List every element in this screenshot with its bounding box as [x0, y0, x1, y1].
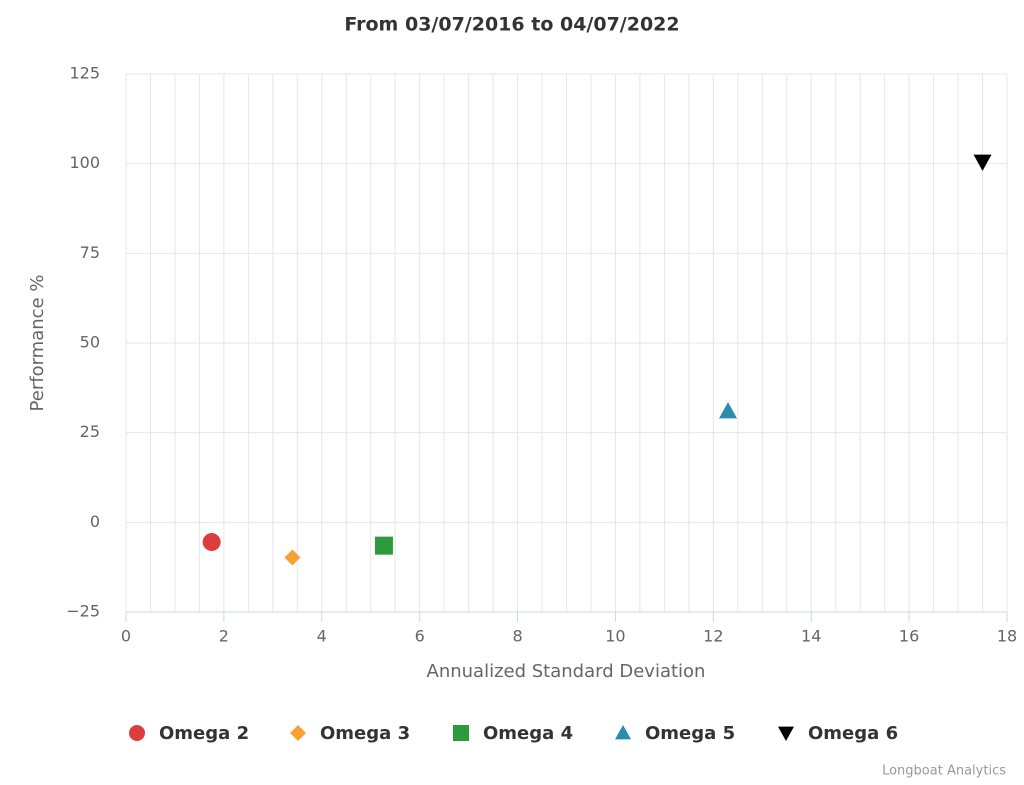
- legend-label: Omega 2: [159, 723, 249, 744]
- point: [202, 533, 221, 552]
- legend-label: Omega 4: [483, 723, 573, 744]
- x-axis-label: Annualized Standard Deviation: [427, 661, 706, 682]
- x-tick-label: 0: [121, 627, 131, 646]
- y-tick-label: 75: [80, 243, 100, 262]
- legend-label: Omega 6: [808, 723, 898, 744]
- point: [973, 154, 992, 171]
- point: [284, 549, 301, 566]
- x-tick-label: 2: [219, 627, 229, 646]
- credit: Longboat Analytics: [882, 764, 1006, 779]
- legend-marker: [778, 726, 794, 741]
- x-tick-label: 10: [605, 627, 625, 646]
- x-tick-label: 16: [899, 627, 919, 646]
- point: [374, 536, 393, 555]
- legend-label: Omega 3: [320, 723, 410, 744]
- y-tick-label: 0: [90, 512, 100, 531]
- legend-marker: [615, 725, 631, 740]
- x-tick-label: 12: [703, 627, 723, 646]
- y-tick-label: 25: [80, 422, 100, 441]
- x-tick-label: 14: [801, 627, 821, 646]
- legend-label: Omega 5: [645, 723, 735, 744]
- legend-marker: [129, 725, 145, 741]
- x-tick-label: 18: [997, 627, 1017, 646]
- point: [719, 402, 738, 419]
- y-tick-label: 100: [69, 153, 100, 172]
- y-tick-label: 50: [80, 333, 100, 352]
- x-tick-label: 6: [415, 627, 425, 646]
- x-tick-label: 8: [512, 627, 522, 646]
- y-axis-label: Performance %: [27, 275, 48, 412]
- x-tick-label: 4: [317, 627, 327, 646]
- chart-title: From 03/07/2016 to 04/07/2022: [344, 14, 679, 36]
- y-tick-label: −25: [66, 602, 100, 621]
- legend-marker: [290, 725, 306, 741]
- y-tick-label: 125: [69, 64, 100, 83]
- legend-marker: [453, 725, 469, 741]
